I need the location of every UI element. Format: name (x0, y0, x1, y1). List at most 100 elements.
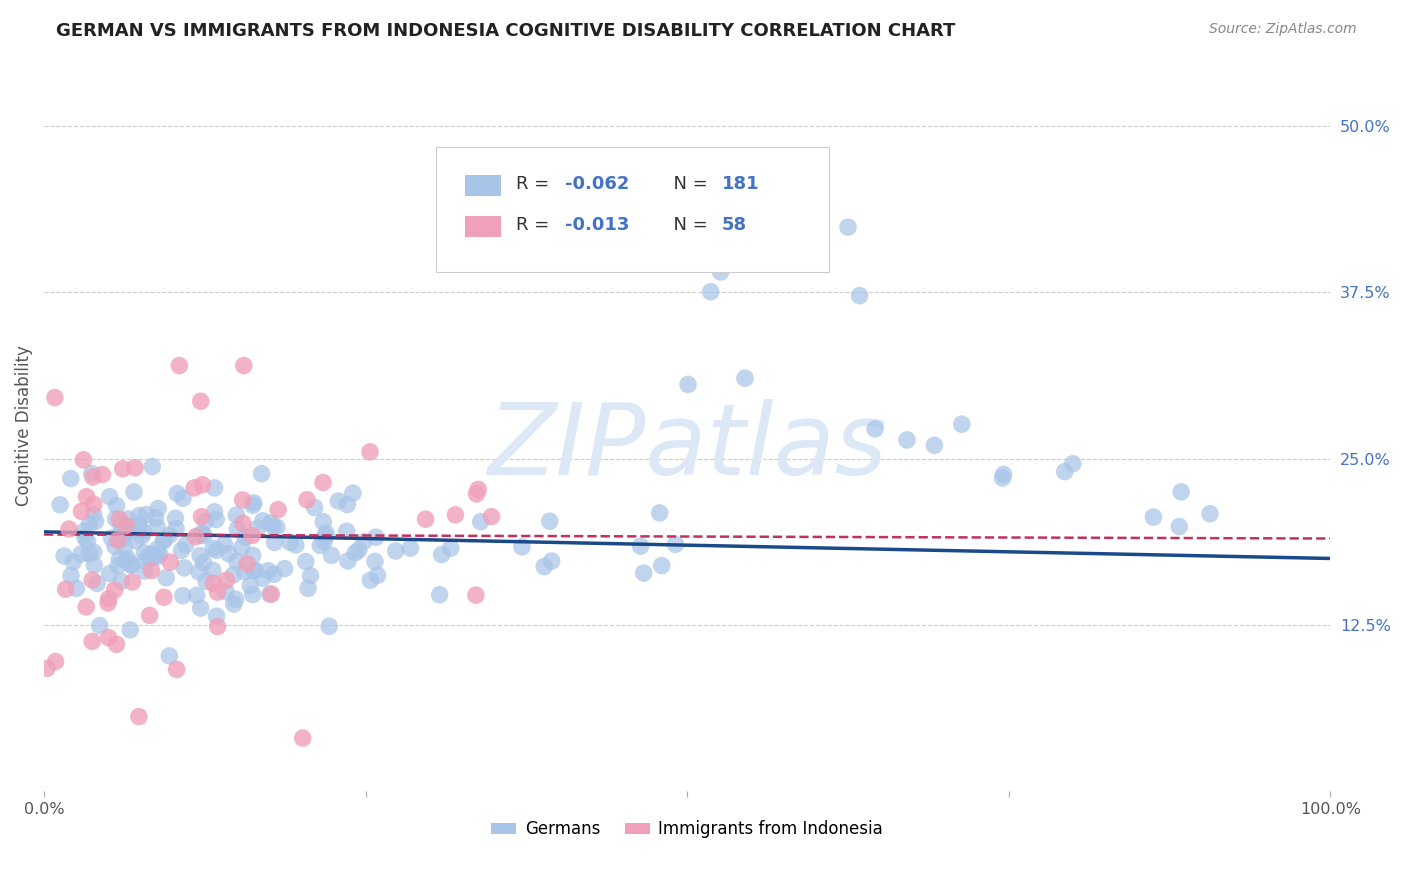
Point (172, 491, 194, 506)
Point (648, 506, 671, 520)
Point (218, 547, 240, 561)
Point (146, 541, 169, 556)
Point (115, 518, 138, 533)
Point (194, 514, 217, 528)
Point (242, 564, 264, 578)
Point (105, 499, 128, 513)
Point (75, 599, 97, 614)
Point (172, 589, 194, 603)
Point (232, 516, 254, 531)
Point (312, 475, 335, 490)
Point (295, 492, 318, 507)
Point (58, 522, 80, 536)
Point (82, 634, 104, 648)
Point (79, 516, 101, 531)
Point (125, 533, 148, 548)
Point (188, 565, 211, 579)
Point (1168, 519, 1191, 533)
Point (232, 493, 254, 508)
Point (309, 538, 332, 552)
Point (294, 555, 316, 569)
Point (149, 547, 172, 561)
Point (190, 601, 212, 615)
Point (79, 547, 101, 561)
Point (312, 515, 335, 529)
Point (104, 582, 127, 597)
Point (107, 558, 129, 573)
Point (105, 637, 128, 651)
Point (84, 515, 107, 529)
Point (260, 587, 283, 601)
Point (128, 508, 150, 523)
Legend: Germans, Immigrants from Indonesia: Germans, Immigrants from Indonesia (485, 814, 890, 845)
Point (205, 512, 228, 526)
Point (359, 574, 381, 588)
Point (336, 554, 359, 568)
Point (1053, 465, 1076, 479)
Point (195, 574, 218, 589)
Point (138, 548, 160, 562)
Point (242, 498, 264, 512)
Text: -0.062: -0.062 (565, 175, 630, 193)
Point (328, 494, 350, 508)
Point (73, 531, 96, 545)
Point (246, 521, 269, 535)
Point (205, 543, 228, 558)
Point (215, 584, 238, 599)
Point (226, 522, 249, 536)
Point (128, 518, 150, 533)
Point (250, 467, 273, 481)
Point (122, 484, 145, 499)
Point (110, 518, 132, 533)
Point (82, 470, 104, 484)
Point (49, 498, 72, 512)
Point (104, 539, 127, 553)
Point (62, 555, 84, 569)
Point (242, 549, 264, 563)
Point (70, 547, 93, 561)
Point (193, 556, 215, 570)
Point (344, 546, 367, 560)
Point (76, 490, 98, 504)
Point (367, 568, 389, 582)
Point (278, 535, 301, 549)
Point (191, 526, 214, 541)
Point (131, 529, 153, 543)
Point (533, 559, 555, 574)
Point (146, 501, 169, 516)
Point (204, 481, 226, 495)
Point (142, 549, 165, 564)
Text: N =: N = (662, 216, 713, 234)
Point (240, 528, 263, 542)
Point (108, 512, 131, 526)
Point (120, 558, 142, 572)
Point (53, 549, 76, 563)
Point (245, 563, 267, 577)
Point (193, 528, 215, 542)
Point (159, 555, 181, 569)
Point (45, 655, 67, 669)
Point (107, 533, 129, 548)
Point (470, 515, 492, 529)
Point (231, 541, 253, 555)
Point (429, 588, 451, 602)
Point (205, 609, 228, 624)
Point (135, 508, 157, 522)
Point (153, 591, 176, 605)
Point (709, 265, 731, 279)
Point (114, 540, 136, 554)
Point (134, 564, 156, 578)
Point (734, 371, 756, 385)
Point (173, 561, 195, 575)
Point (430, 548, 453, 562)
Point (314, 534, 336, 549)
Text: GERMAN VS IMMIGRANTS FROM INDONESIA COGNITIVE DISABILITY CORRELATION CHART: GERMAN VS IMMIGRANTS FROM INDONESIA COGN… (56, 22, 956, 40)
Point (97, 596, 120, 610)
Point (630, 539, 652, 553)
Point (141, 564, 163, 578)
Point (848, 288, 870, 302)
Point (191, 478, 214, 492)
Point (157, 648, 180, 663)
Point (76, 534, 98, 549)
Point (132, 524, 155, 539)
